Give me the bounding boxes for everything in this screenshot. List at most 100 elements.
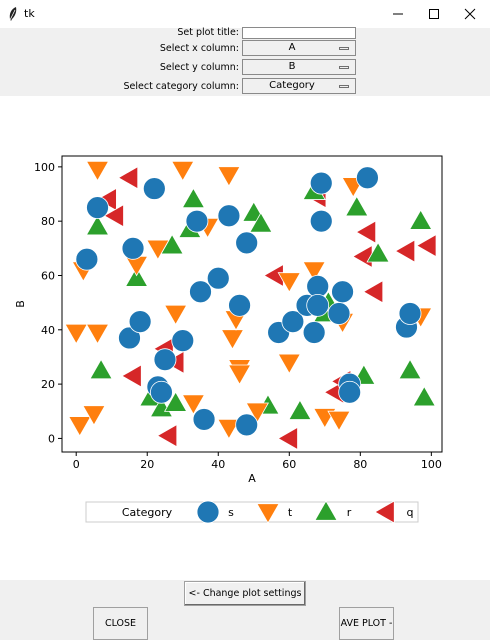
data-point-r [409,209,433,230]
feather-icon [9,7,17,21]
data-point-s [153,348,177,372]
data-point-q [415,233,437,258]
data-point-r [412,385,436,407]
data-point-r [345,195,369,217]
data-point-r [398,358,422,380]
data-point-q [103,204,124,228]
y-axis-label: B [14,300,27,308]
data-point-q [156,424,178,448]
data-point-s [309,171,333,195]
data-point-s [118,326,141,350]
data-point-r [85,214,110,236]
data-point-t [124,255,149,277]
minimize-icon [393,13,403,15]
y-tick-label: 0 [48,432,55,445]
legend-label-q: q [407,506,414,519]
data-point-s [75,247,99,271]
legend-marker-r [314,500,338,521]
data-point-s [150,380,173,404]
data-point-t [181,394,206,415]
data-point-s [281,310,305,334]
data-point-s [86,196,109,219]
y-tick-label: 80 [41,215,55,228]
data-point-s [235,231,259,255]
data-point-t [277,272,301,293]
close-window-button[interactable] [450,0,490,28]
plot-figure: 0 20 40 60 80 100 0 20 40 60 80 100 A B Category s t r q [0,96,490,580]
legend-marker-q [374,500,395,524]
x-tick-label: 80 [353,458,367,471]
y-tick-label: 40 [41,324,55,337]
data-point-q [394,239,416,263]
option-indicator-icon [339,47,349,50]
data-point-t [64,323,88,345]
data-point-s [398,302,422,325]
y-tick-label: 20 [41,378,55,391]
data-point-s [217,204,241,228]
x-column-select[interactable]: A [242,40,356,56]
x-tick-label: 100 [421,458,442,471]
legend-label-s: s [228,506,234,519]
maximize-icon [429,9,439,19]
x-tick-label: 60 [282,458,296,471]
data-point-t [227,364,252,386]
x-tick-label: 0 [73,458,80,471]
close-button[interactable]: CLOSE [93,607,148,640]
data-point-s [327,302,351,325]
data-point-t [277,353,301,375]
data-point-s [171,329,195,353]
category-column-label: Select category column: [123,81,239,92]
legend-title: Category [122,506,173,519]
x-axis-label: A [248,472,256,485]
category-column-value: Category [269,80,315,91]
data-point-r [288,399,312,420]
x-column-label: Select x column: [159,43,239,54]
data-point-r [249,212,273,233]
data-point-t [146,239,170,261]
data-point-s [306,293,330,317]
data-point-s [309,209,333,233]
maximize-button[interactable] [414,0,454,28]
data-point-q [362,280,384,304]
legend-marker-s [196,500,220,524]
change-plot-settings-button[interactable]: <- Change plot settings [184,581,306,606]
data-point-t [85,323,110,345]
x-tick-label: 40 [211,458,225,471]
close-icon [464,8,476,20]
y-column-value: B [288,61,296,72]
data-point-t [82,405,106,426]
save-plot-button[interactable]: AVE PLOT - [339,607,394,640]
y-column-label: Select y column: [159,62,239,73]
plot-frame [61,155,443,453]
scatter-chart: 0 20 40 60 80 100 0 20 40 60 80 100 A B Category s t r q [14,155,443,524]
data-point-s [128,310,152,334]
title-bar: tk [0,0,490,28]
option-indicator-icon [339,66,349,69]
data-point-q [277,426,298,451]
data-point-q [121,364,142,388]
data-point-r [124,266,149,287]
data-point-q [355,220,377,244]
minimize-button[interactable] [378,0,418,28]
data-point-t [68,416,92,437]
data-point-t [220,329,245,350]
data-point-t [245,402,270,424]
data-point-r [89,358,113,380]
plot-title-input[interactable] [242,27,356,39]
data-point-r [181,187,206,209]
data-point-s [142,177,166,200]
data-point-t [217,418,241,440]
y-column-select[interactable]: B [242,59,356,75]
data-point-t [171,160,195,182]
data-point-t [327,410,351,432]
data-point-s [228,293,251,317]
category-column-select[interactable]: Category [242,78,356,94]
x-tick-label: 20 [140,458,154,471]
data-point-t [302,261,326,282]
data-point-s [192,408,216,431]
data-point-s [189,280,212,304]
x-column-value: A [288,42,296,53]
data-point-s [338,380,362,404]
window-title: tk [24,7,35,20]
legend-label-t: t [288,506,293,519]
